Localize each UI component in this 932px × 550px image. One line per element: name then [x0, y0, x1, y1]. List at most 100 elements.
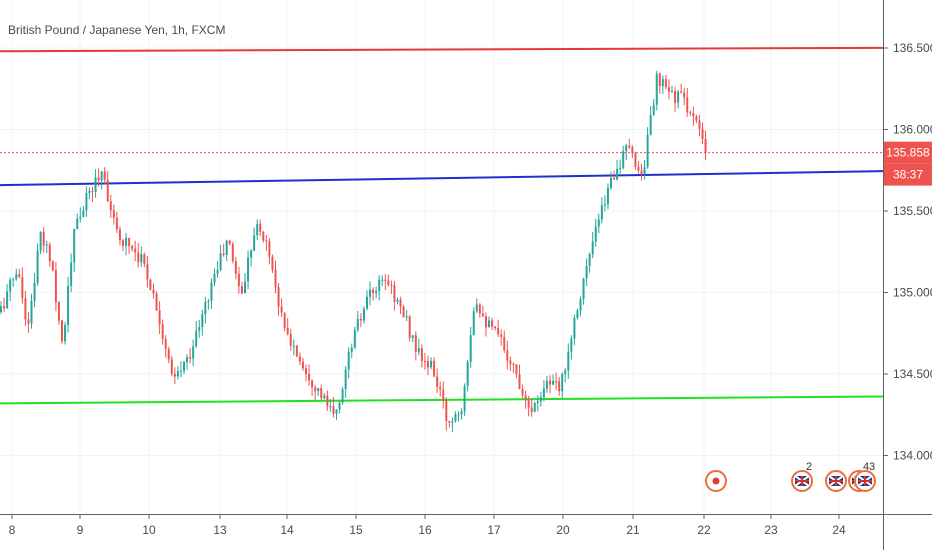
candle-body — [176, 371, 179, 377]
candle-body — [250, 250, 253, 258]
price-tags: 135.858 38:37 — [884, 141, 932, 186]
candle-body — [637, 166, 640, 171]
candle-body — [88, 190, 91, 194]
candle-body — [591, 241, 594, 255]
candle-body — [619, 167, 622, 169]
candle-body — [442, 389, 445, 401]
candle-body — [420, 348, 423, 361]
candle-body — [122, 240, 124, 246]
candle-body — [671, 90, 673, 92]
candle-body — [655, 73, 658, 105]
candle-body — [417, 348, 420, 352]
candle-body — [484, 316, 487, 328]
candle-body — [222, 253, 225, 255]
candle-body — [286, 327, 289, 334]
candle-body — [332, 406, 335, 414]
candle-body — [405, 316, 408, 318]
candle-body — [97, 177, 100, 181]
candle-body — [549, 380, 551, 385]
candle-body — [509, 360, 512, 364]
candle-body — [457, 414, 460, 416]
candle-body — [320, 387, 323, 399]
candle-body — [61, 320, 63, 342]
resistance-line[interactable] — [0, 46, 884, 53]
uk-flag-icon[interactable]: 2 — [791, 461, 813, 492]
support-line[interactable] — [0, 395, 884, 405]
candle-body — [234, 261, 237, 274]
candle-body — [91, 190, 94, 192]
candle-body — [70, 262, 73, 286]
candle-body — [527, 400, 530, 408]
trend-line[interactable] — [0, 170, 884, 187]
drawn-lines[interactable] — [0, 46, 884, 405]
candle-body — [460, 411, 463, 415]
candle-body — [161, 324, 164, 339]
candle-body — [265, 240, 268, 242]
candle-body — [103, 171, 106, 180]
y-tick-label: 134.500 — [893, 367, 932, 381]
candle-body — [497, 328, 500, 335]
candle-body — [643, 167, 646, 174]
chart-title: British Pound / Japanese Yen, 1h, FXCM — [8, 23, 226, 37]
candle-body — [545, 380, 548, 389]
candle-body — [317, 387, 320, 392]
candle-body — [692, 113, 695, 117]
candle-body — [512, 363, 515, 365]
candle-body — [48, 244, 51, 262]
candle-body — [390, 284, 393, 286]
candle-body — [579, 299, 582, 311]
x-tick-label: 13 — [213, 523, 227, 537]
candle-body — [186, 357, 189, 363]
candle-body — [448, 421, 451, 423]
candle-body — [399, 299, 402, 307]
candle-body — [573, 317, 576, 339]
candle-body — [207, 300, 210, 302]
uk-flag-icon[interactable] — [825, 470, 847, 492]
candle-body — [170, 359, 173, 374]
candle-body — [597, 219, 600, 227]
candle-body — [262, 231, 265, 241]
candle-body — [0, 306, 2, 313]
candle-body — [439, 386, 442, 390]
candle-body — [362, 308, 365, 321]
candle-body — [369, 289, 372, 297]
candles — [0, 70, 707, 433]
candle-body — [603, 204, 606, 206]
candle-body — [240, 286, 243, 294]
candle-body — [353, 329, 356, 348]
candle-body — [542, 388, 545, 398]
candle-body — [552, 380, 555, 385]
candle-body — [658, 73, 661, 87]
candle-body — [466, 361, 469, 386]
candle-body — [283, 312, 286, 328]
candle-body — [478, 304, 481, 314]
candle-body — [606, 187, 609, 205]
x-tick-label: 22 — [697, 523, 711, 537]
candle-body — [146, 263, 149, 280]
candle-body — [6, 291, 9, 309]
candle-body — [30, 300, 33, 324]
candle-body — [298, 356, 301, 362]
candle-body — [244, 281, 246, 294]
y-tick-label: 135.500 — [893, 204, 932, 218]
x-tick-label: 14 — [280, 523, 294, 537]
candle-body — [179, 370, 182, 372]
candle-body — [274, 269, 277, 288]
dot-event-icon[interactable] — [705, 470, 727, 492]
candle-body — [268, 241, 271, 257]
candle-body — [506, 350, 509, 361]
candle-body — [481, 313, 484, 317]
candle-body — [64, 325, 67, 342]
candle-body — [231, 243, 234, 262]
candle-body — [79, 217, 82, 219]
uk-flag-icon[interactable]: 3 — [854, 461, 876, 492]
candle-body — [167, 349, 170, 360]
candle-body — [131, 246, 134, 249]
candle-body — [152, 289, 155, 294]
candle-body — [408, 316, 411, 338]
candle-body — [219, 253, 222, 270]
event-count-label: 3 — [869, 461, 875, 473]
